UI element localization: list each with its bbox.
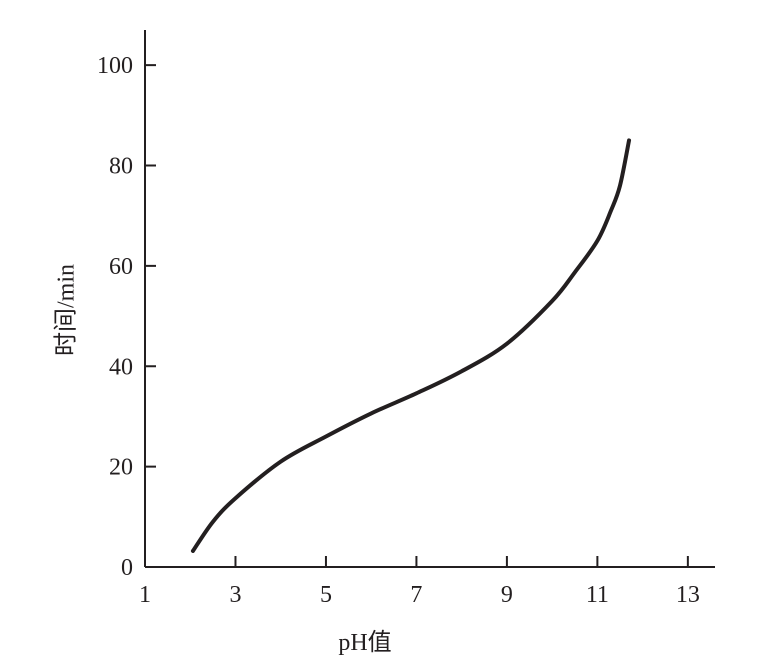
y-tick-label: 40 [109,354,133,380]
x-tick-label: 5 [320,582,332,608]
x-tick-label: 9 [501,582,513,608]
y-tick-label: 0 [121,555,133,581]
x-tick-label: 13 [676,582,700,608]
y-tick-label: 60 [109,254,133,280]
y-axis-label: 时间/min [53,264,80,356]
x-tick-label: 3 [229,582,241,608]
y-tick-label: 20 [109,455,133,481]
y-tick-label: 80 [109,154,133,180]
x-tick-label: 1 [139,582,151,608]
x-axis-label: pH值 [338,629,391,656]
y-tick-label: 100 [97,53,133,79]
x-tick-label: 7 [410,582,422,608]
x-tick-label: 11 [586,582,609,608]
line-series [190,138,632,553]
